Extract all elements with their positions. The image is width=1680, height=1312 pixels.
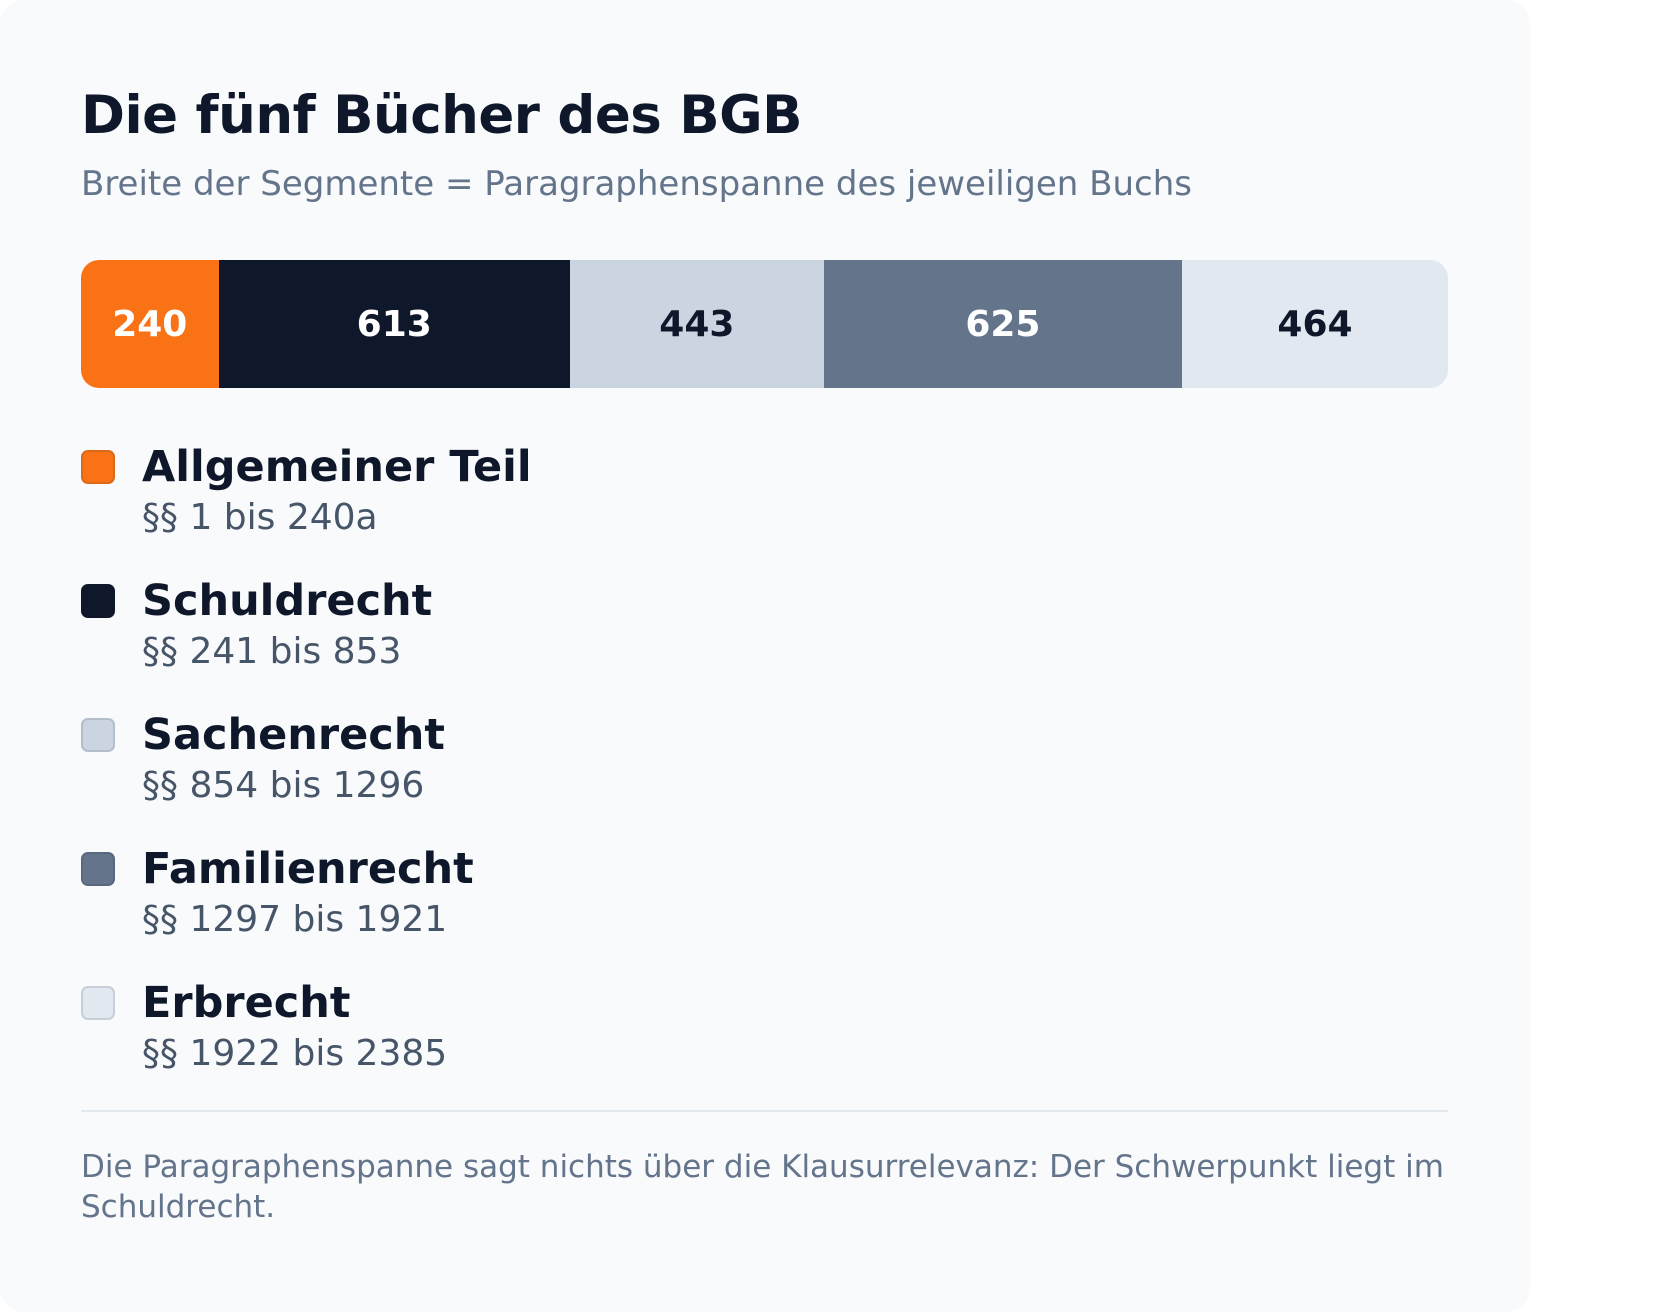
legend-swatch [81,986,115,1020]
bar-segment-3: 443 [569,260,824,388]
legend-name: Sachenrecht [142,710,445,760]
chart-subtitle: Breite der Segmente = Paragraphenspanne … [81,164,1192,204]
bar-segment-2: 613 [218,260,570,388]
stacked-bar: 240 613 443 625 464 [81,260,1448,388]
bar-segment-label: 240 [112,303,188,345]
chart-card: Die fünf Bücher des BGB Breite der Segme… [81,85,1448,1225]
footnote: Die Paragraphenspanne sagt nichts über d… [81,1149,1444,1225]
legend-item: Schuldrecht §§ 241 bis 853 [81,572,1448,706]
legend-swatch [81,718,115,752]
divider [81,1110,1448,1112]
legend-range: §§ 1922 bis 2385 [142,1033,448,1074]
legend-item: Sachenrecht §§ 854 bis 1296 [81,706,1448,840]
bar-segment-label: 613 [356,303,432,345]
bar-segment-1: 240 [81,260,219,388]
bar-segment-label: 625 [965,303,1041,345]
bar-segment-label: 464 [1277,303,1353,345]
legend-swatch [81,584,115,618]
legend-name: Familienrecht [142,844,474,894]
chart-title: Die fünf Bücher des BGB [81,85,803,146]
legend-range: §§ 854 bis 1296 [142,765,425,806]
bar-segment-label: 443 [659,303,735,345]
legend-swatch [81,852,115,886]
bar-segment-5: 464 [1182,260,1448,388]
legend-item: Allgemeiner Teil §§ 1 bis 240a [81,438,1448,572]
legend-item: Familienrecht §§ 1297 bis 1921 [81,840,1448,974]
legend-name: Allgemeiner Teil [142,442,532,492]
chart-legend: Allgemeiner Teil §§ 1 bis 240a Schuldrecht… [81,438,1448,1108]
legend-range: §§ 1297 bis 1921 [142,899,448,940]
legend-name: Erbrecht [142,978,351,1028]
legend-range: §§ 1 bis 240a [142,497,378,538]
legend-name: Schuldrecht [142,576,433,626]
legend-range: §§ 241 bis 853 [142,631,402,672]
legend-swatch [81,450,115,484]
legend-item: Erbrecht §§ 1922 bis 2385 [81,974,1448,1108]
bar-segment-4: 625 [823,260,1183,388]
